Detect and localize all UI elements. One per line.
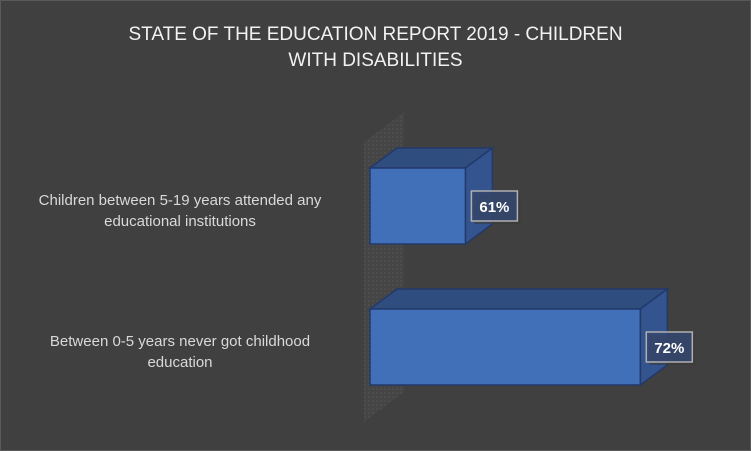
category-line: Between 0-5 years never got childhood bbox=[49, 333, 311, 350]
chart-title: STATE OF THE EDUCATION REPORT 2019 - CHI… bbox=[0, 22, 751, 74]
category-line: educational institutions bbox=[104, 213, 256, 230]
category-line: Children between 5-19 years attended any bbox=[38, 192, 322, 209]
data-label: 61% bbox=[479, 199, 509, 216]
title-line-2: WITH DISABILITIES bbox=[288, 50, 463, 71]
data-label-box bbox=[470, 190, 519, 222]
category-label: Children between 5-19 years attended any… bbox=[10, 190, 350, 232]
category-line: education bbox=[147, 354, 213, 371]
category-label: Between 0-5 years never got childhood ed… bbox=[10, 331, 350, 373]
data-label-box bbox=[645, 331, 694, 363]
title-line-1: STATE OF THE EDUCATION REPORT 2019 - CHI… bbox=[128, 24, 623, 45]
bar bbox=[369, 167, 467, 245]
bar bbox=[369, 308, 642, 386]
data-label: 72% bbox=[654, 340, 684, 357]
bar-top bbox=[367, 288, 670, 310]
